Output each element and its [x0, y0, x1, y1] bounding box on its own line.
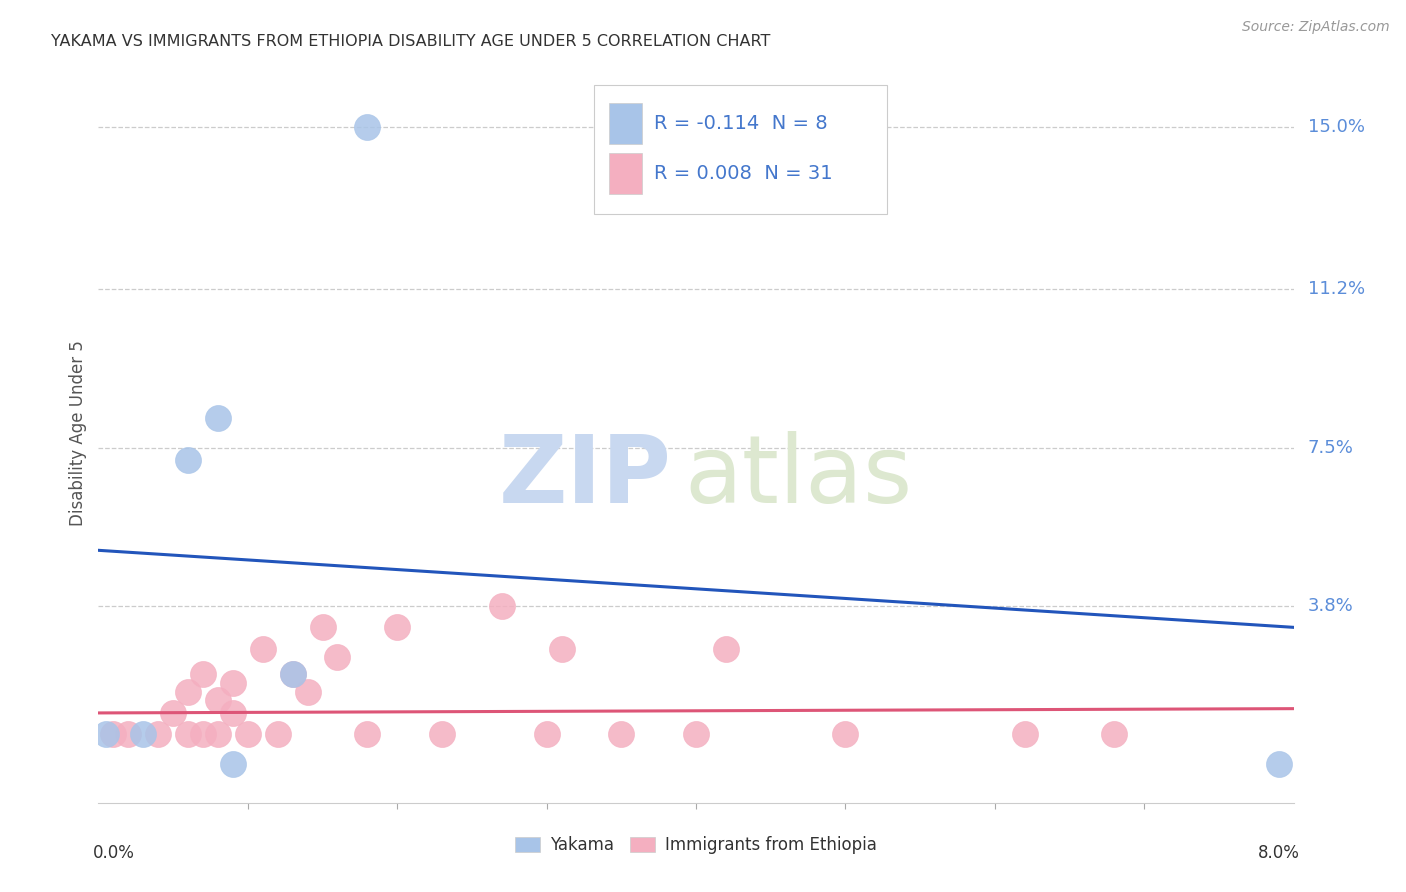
FancyBboxPatch shape [609, 153, 643, 194]
Point [148, 727, 170, 741]
Text: Source: ZipAtlas.com: Source: ZipAtlas.com [1241, 20, 1389, 34]
Point [222, 706, 245, 720]
Point [162, 706, 184, 720]
Point [1104, 727, 1126, 741]
FancyBboxPatch shape [595, 85, 887, 214]
Point [356, 120, 378, 134]
Point [281, 667, 304, 681]
FancyBboxPatch shape [609, 103, 643, 144]
Point [491, 599, 513, 613]
Point [207, 727, 229, 741]
Text: YAKAMA VS IMMIGRANTS FROM ETHIOPIA DISABILITY AGE UNDER 5 CORRELATION CHART: YAKAMA VS IMMIGRANTS FROM ETHIOPIA DISAB… [51, 34, 770, 49]
Point [685, 727, 707, 741]
Point [103, 727, 125, 741]
Point [610, 727, 633, 741]
Text: ZIP: ZIP [499, 431, 672, 523]
Point [177, 684, 200, 698]
Text: R = 0.008  N = 31: R = 0.008 N = 31 [654, 164, 832, 183]
Point [177, 727, 200, 741]
Text: 8.0%: 8.0% [1257, 844, 1299, 862]
Point [207, 693, 229, 707]
Text: 7.5%: 7.5% [1308, 439, 1354, 457]
Point [1014, 727, 1036, 741]
Point [326, 650, 349, 665]
Point [281, 667, 304, 681]
Point [311, 620, 333, 634]
Point [117, 727, 139, 741]
Point [252, 641, 274, 656]
Point [191, 667, 214, 681]
Point [177, 453, 200, 467]
Text: 0.0%: 0.0% [93, 844, 135, 862]
Text: atlas: atlas [685, 431, 912, 523]
Point [550, 641, 572, 656]
Point [222, 757, 245, 772]
Point [834, 727, 856, 741]
Point [207, 410, 229, 425]
Point [267, 727, 290, 741]
Point [132, 727, 155, 741]
Point [297, 684, 319, 698]
Point [356, 727, 378, 741]
Point [385, 620, 409, 634]
Text: 15.0%: 15.0% [1308, 118, 1365, 136]
Point [191, 727, 214, 741]
Text: R = -0.114  N = 8: R = -0.114 N = 8 [654, 113, 828, 133]
Point [714, 641, 737, 656]
Y-axis label: Disability Age Under 5: Disability Age Under 5 [69, 340, 87, 525]
Point [1267, 757, 1289, 772]
Point [430, 727, 453, 741]
Text: 3.8%: 3.8% [1308, 597, 1354, 615]
Point [236, 727, 259, 741]
Text: 11.2%: 11.2% [1308, 280, 1365, 298]
Point [94, 727, 117, 741]
Point [536, 727, 558, 741]
Point [222, 676, 245, 690]
Legend: Yakama, Immigrants from Ethiopia: Yakama, Immigrants from Ethiopia [508, 830, 884, 861]
